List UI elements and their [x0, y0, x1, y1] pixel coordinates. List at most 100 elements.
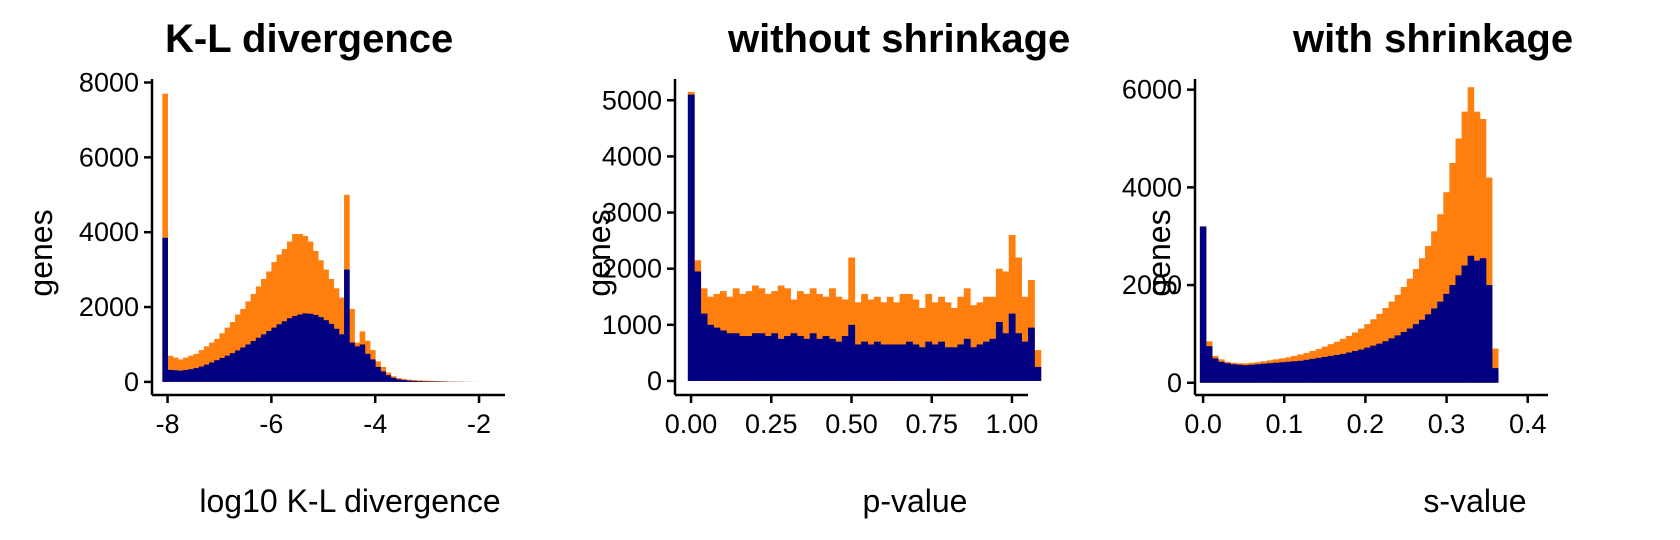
- histogram-bar: [950, 307, 958, 381]
- histogram-bar: [944, 302, 952, 381]
- histogram-bar: [297, 234, 303, 382]
- histogram-bar: [193, 368, 200, 382]
- bars: [687, 91, 1042, 381]
- histogram-bar: [250, 293, 257, 382]
- histogram-bar: [1339, 353, 1347, 383]
- histogram-bar: [261, 334, 267, 382]
- histogram-bar: [880, 344, 888, 381]
- histogram-bar: [925, 293, 933, 381]
- y-tick-label: 8000: [79, 67, 139, 97]
- x-tick-label: -6: [259, 409, 283, 439]
- histogram-bar: [411, 380, 418, 382]
- histogram-bar: [1285, 361, 1292, 383]
- histogram-bar: [835, 296, 843, 381]
- histogram-bar: [1199, 226, 1207, 383]
- histogram-bar: [1260, 363, 1268, 383]
- histogram-bar: [235, 350, 241, 382]
- series-subset: [687, 94, 1042, 381]
- histogram-bar: [918, 307, 926, 381]
- histogram-bar: [1443, 293, 1450, 383]
- histogram-bar: [1431, 308, 1438, 383]
- histogram-bar: [1297, 360, 1304, 383]
- x-tick-label: 0.25: [745, 409, 798, 439]
- histogram-bar: [1352, 351, 1359, 383]
- histogram-bar: [1437, 301, 1444, 383]
- histogram-bar: [687, 94, 695, 381]
- histogram-bar: [349, 342, 355, 382]
- histogram-bar: [1230, 364, 1237, 383]
- histogram-bar: [416, 381, 423, 382]
- histogram-bar: [364, 353, 371, 382]
- x-axis-label: p-value: [863, 483, 968, 519]
- histogram-bar: [1002, 333, 1010, 381]
- histogram-bar: [328, 323, 335, 382]
- histogram-bar: [1015, 333, 1022, 381]
- y-tick-label: 4000: [1122, 172, 1182, 202]
- histogram-bar: [886, 344, 894, 381]
- histogram-bar: [1412, 324, 1420, 383]
- histogram-bar: [912, 344, 920, 381]
- histogram-bar: [829, 338, 836, 381]
- histogram-bar: [790, 333, 798, 381]
- histogram-bar: [764, 336, 772, 381]
- x-tick-label: 0.50: [825, 409, 878, 439]
- panel-title: K-L divergence: [165, 17, 453, 61]
- histogram-bar: [338, 334, 345, 382]
- histogram-bar: [784, 336, 791, 381]
- histogram-bar: [255, 286, 262, 382]
- histogram-bar: [183, 369, 189, 382]
- histogram-bar: [354, 346, 361, 382]
- histogram-bar: [938, 296, 945, 381]
- histogram-bar: [963, 288, 971, 381]
- histogram-bar: [899, 293, 907, 381]
- histogram-bar: [957, 296, 965, 381]
- histogram-bar: [732, 333, 740, 381]
- histogram-bar: [995, 322, 1003, 381]
- histogram-bar: [758, 333, 766, 381]
- histogram-bar: [841, 336, 849, 381]
- histogram-bar: [1479, 258, 1487, 383]
- histogram-bar: [719, 330, 727, 381]
- histogram-bar: [1418, 319, 1426, 383]
- histogram-bar: [854, 302, 862, 381]
- histogram-bar: [803, 338, 811, 381]
- histogram-bar: [333, 328, 340, 382]
- histogram-bar: [421, 380, 428, 382]
- histogram-bar: [344, 269, 350, 382]
- histogram-bar: [198, 350, 205, 382]
- histogram-bar: [950, 347, 958, 381]
- histogram-bar: [177, 359, 184, 382]
- x-tick-label: 0.4: [1509, 409, 1547, 439]
- histogram-bar: [1449, 162, 1456, 383]
- histogram-bar: [245, 344, 252, 382]
- histogram-bar: [1467, 255, 1475, 383]
- histogram-bar: [925, 341, 933, 381]
- histogram-bar: [1008, 313, 1016, 381]
- histogram-bar: [694, 271, 702, 381]
- histogram-bar: [1345, 352, 1353, 383]
- panel-with-shrinkage: with shrinkage genes s-value 0 2000 4000 60…: [1122, 17, 1573, 519]
- histogram-bar: [1224, 363, 1231, 383]
- histogram-bar: [861, 293, 868, 381]
- histogram-bar: [245, 301, 252, 382]
- histogram-bar: [1485, 177, 1493, 383]
- histogram-bar: [162, 237, 168, 382]
- histogram-bar: [172, 370, 179, 382]
- histogram-bar: [835, 341, 843, 381]
- y-tick-label: 2000: [79, 292, 139, 322]
- histogram-bar: [235, 314, 241, 382]
- histogram-bar: [931, 344, 939, 381]
- histogram-bar: [784, 288, 791, 381]
- histogram-bar: [224, 355, 231, 382]
- y-tick-label: 0: [1167, 368, 1182, 398]
- histogram-bar: [286, 318, 293, 382]
- y-tick-label: 6000: [1122, 75, 1182, 105]
- panel-title: with shrinkage: [1292, 17, 1573, 61]
- histogram-bar: [255, 337, 262, 382]
- histogram-bar: [1248, 364, 1256, 383]
- histogram-bar: [1291, 361, 1298, 383]
- histogram-bar: [266, 331, 272, 382]
- histogram-bar: [1266, 363, 1274, 383]
- histogram-bar: [713, 327, 721, 381]
